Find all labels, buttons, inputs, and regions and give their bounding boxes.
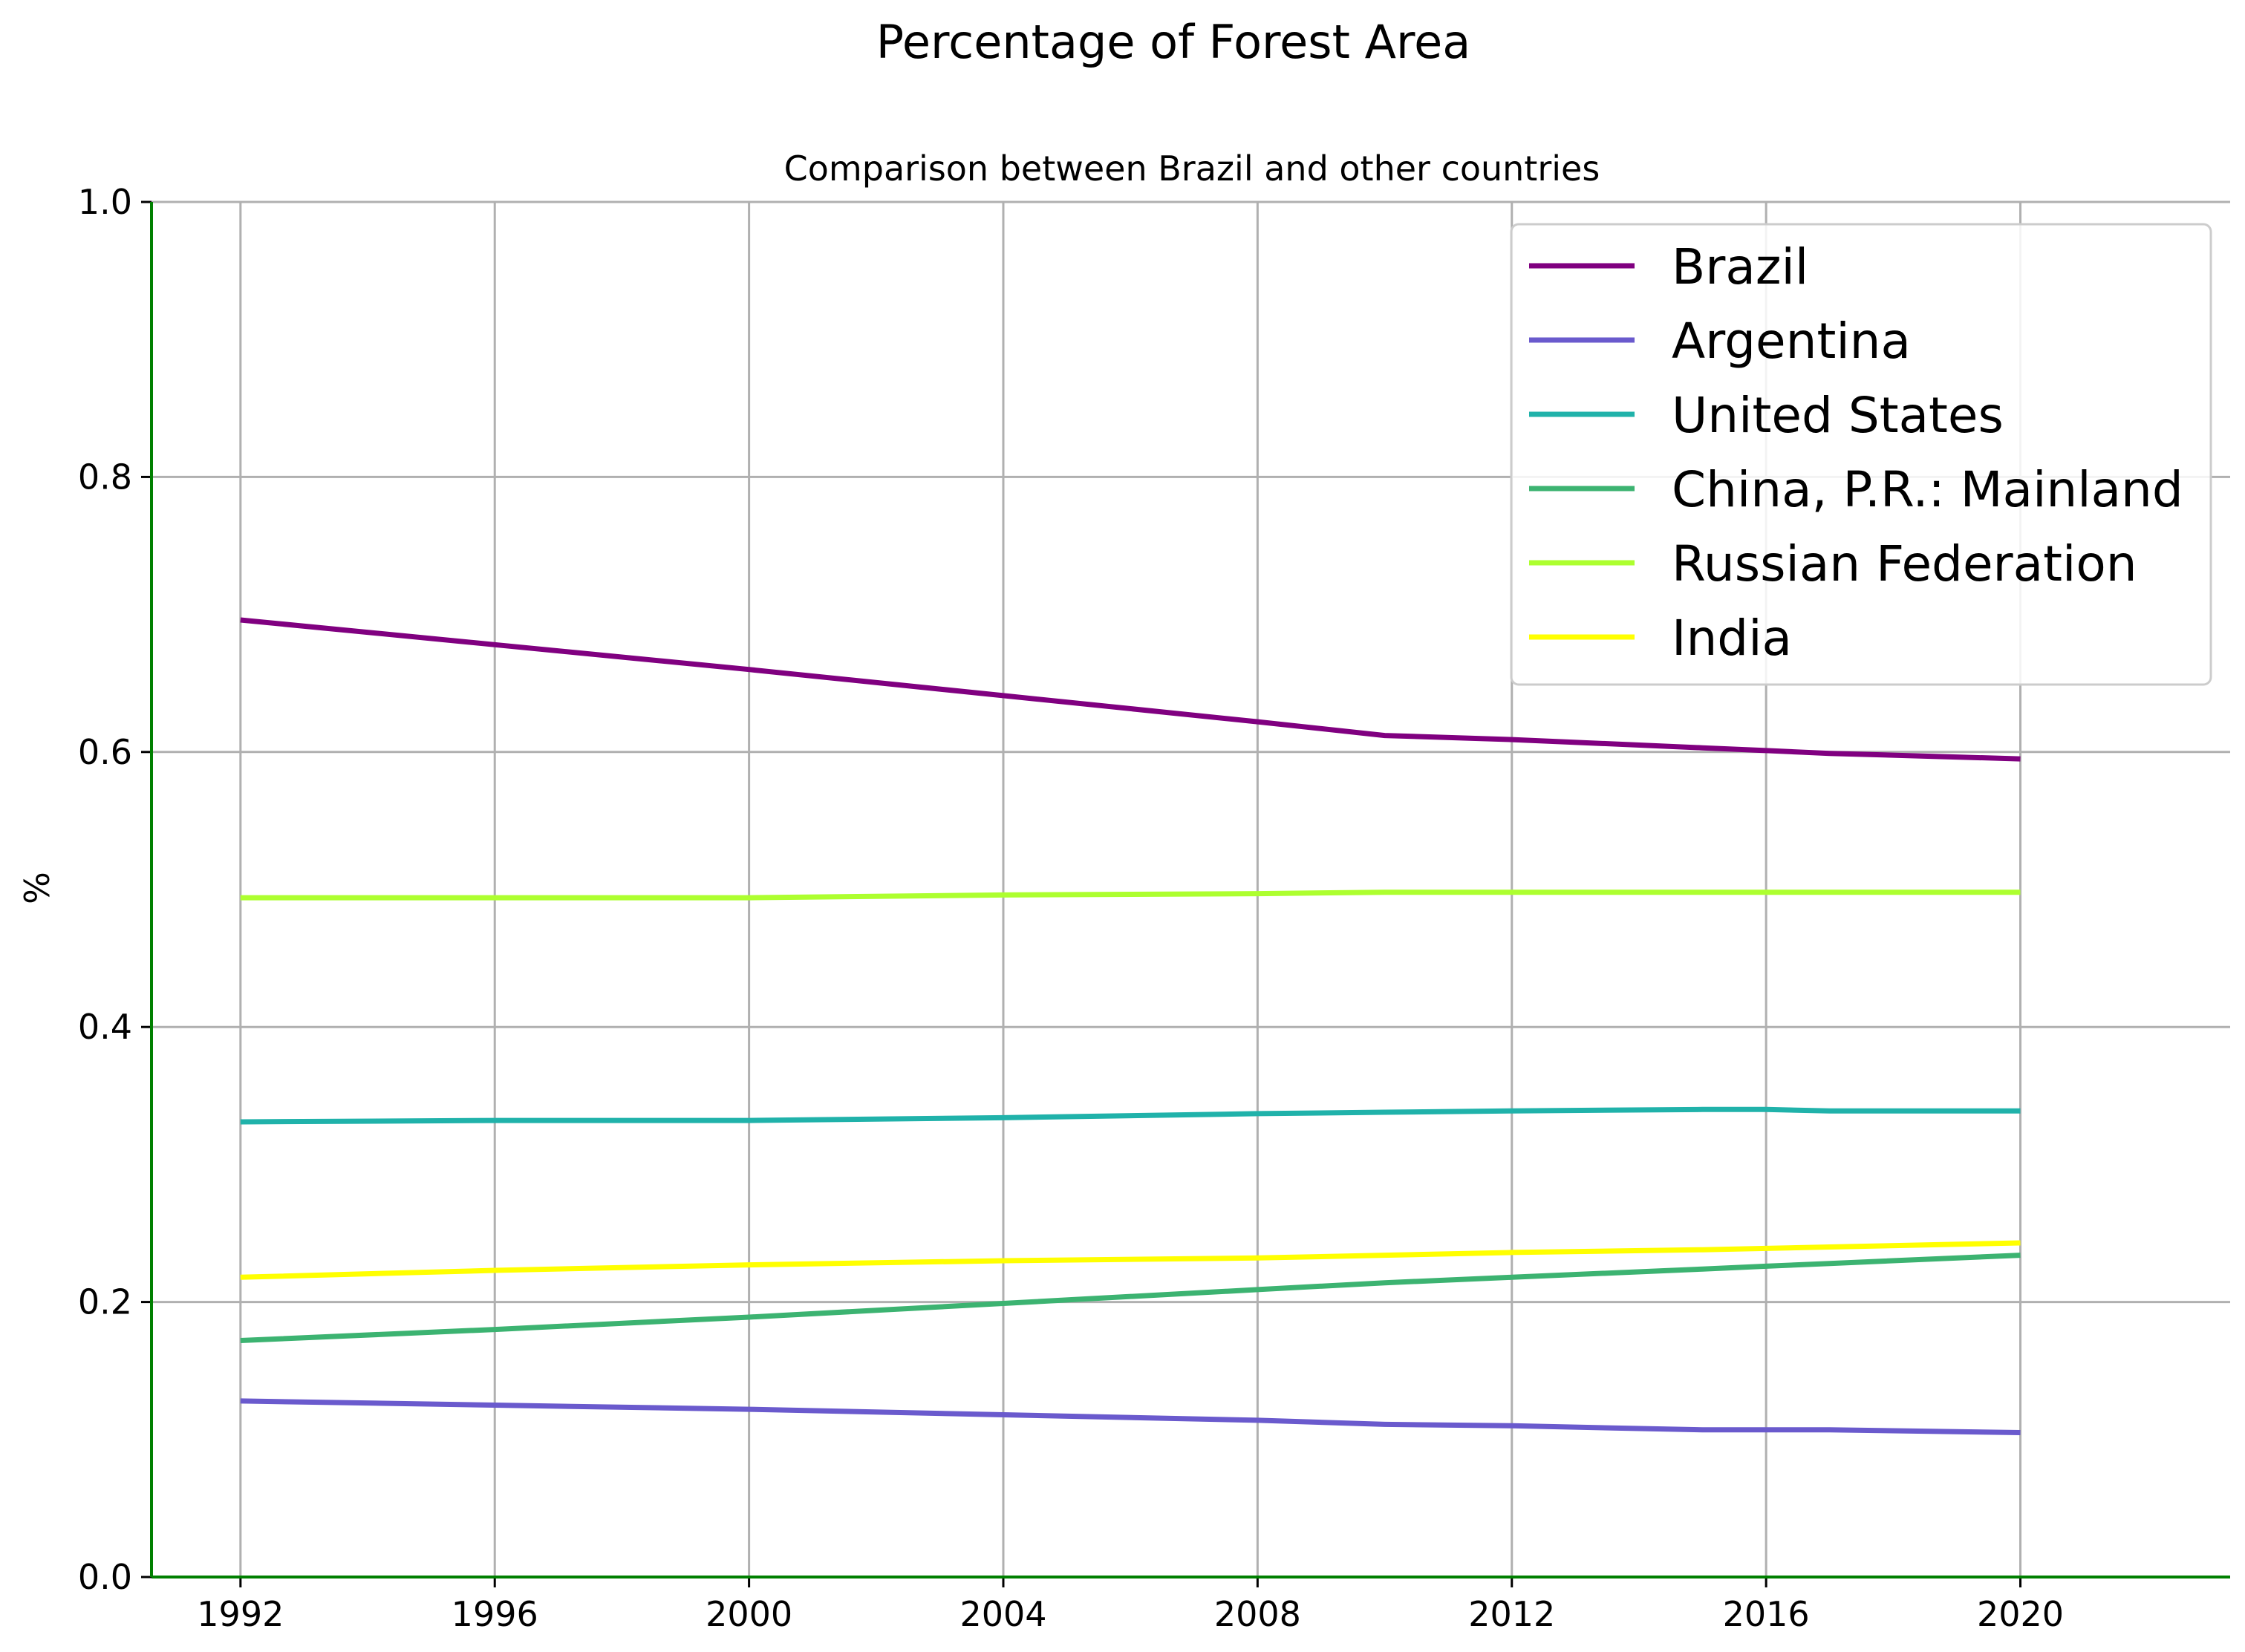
series-line-russian-federation [240,889,2021,901]
chart-subtitle: Comparison between Brazil and other coun… [784,148,1600,189]
y-axis-label: % [17,872,57,904]
legend: Brazil Argentina United States China, P.R.:… [1510,223,2212,686]
legend-label-china-p-r-mainland: China, P.R.: Mainland [1672,461,2183,518]
x-tick-label: 1996 [452,1594,538,1634]
x-tick-label: 2000 [706,1594,792,1634]
legend-label-russian-federation: Russian Federation [1672,535,2137,592]
y-tick-label: 1.0 [78,182,132,222]
y-tick-label: 0.2 [78,1282,132,1322]
axes: 1992 1996 2000 2004 2008 2012 2016 2020 0.0 0.2 0.… [78,182,2230,1634]
legend-label-argentina: Argentina [1672,313,1911,370]
x-tick-label: 2004 [959,1594,1046,1634]
series-line-india [240,1240,2021,1280]
chart-title: Percentage of Forest Area [876,15,1471,69]
series-lines [240,617,2021,1435]
x-tick-label: 1992 [197,1594,284,1634]
x-tick-label: 2008 [1214,1594,1301,1634]
legend-label-united-states: United States [1672,387,2004,444]
y-tick-label: 0.6 [78,732,132,772]
series-line-united-states [240,1106,2021,1125]
series-line-china-p-r-mainland [240,1253,2021,1343]
series-line-argentina [240,1398,2021,1435]
series-line-brazil [240,617,2021,762]
legend-frame [1510,223,2212,686]
legend-label-india: India [1672,610,1792,667]
y-tick-label: 0.8 [78,457,132,497]
x-tick-label: 2016 [1723,1594,1810,1634]
y-tick-label: 0.0 [78,1557,132,1597]
x-tick-label: 2020 [1977,1594,2064,1634]
x-tick-label: 2012 [1468,1594,1555,1634]
legend-label-brazil: Brazil [1672,238,1808,296]
y-tick-label: 0.4 [78,1007,132,1047]
